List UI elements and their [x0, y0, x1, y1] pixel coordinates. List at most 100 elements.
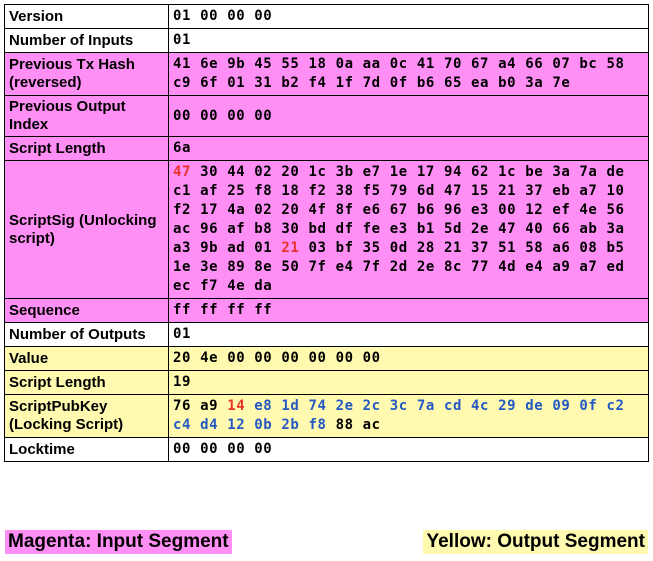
field-name: Value	[4, 346, 169, 371]
field-hex-value: 41 6e 9b 45 55 18 0a aa 0c 41 70 67 a4 6…	[168, 52, 649, 96]
hex-byte: f7	[200, 278, 219, 294]
field-row: Sequence ff ff ff ff	[4, 298, 649, 323]
hex-byte: 67	[471, 56, 490, 72]
hex-byte-pubkey-hash: 4c	[471, 398, 490, 414]
hex-byte-length-marker: 47	[173, 164, 192, 180]
hex-byte: ff	[254, 302, 273, 318]
field-hex-value: 01	[168, 28, 649, 53]
hex-byte: c9	[173, 75, 192, 91]
hex-byte: 0d	[389, 240, 408, 256]
field-name: Sequence	[4, 298, 169, 323]
hex-byte: 7e	[552, 75, 571, 91]
hex-byte: bf	[335, 240, 354, 256]
hex-byte: 8f	[335, 202, 354, 218]
hex-byte: 6a	[173, 140, 192, 156]
hex-byte: ef	[552, 202, 571, 218]
field-hex-value: 6a	[168, 136, 649, 161]
hex-byte: 4e	[579, 202, 598, 218]
hex-byte: 3b	[335, 164, 354, 180]
hex-byte: 01	[227, 75, 246, 91]
hex-byte: f2	[308, 183, 327, 199]
hex-byte: 66	[552, 221, 571, 237]
hex-byte: 4d	[498, 259, 517, 275]
hex-byte: ea	[471, 75, 490, 91]
hex-byte: af	[227, 221, 246, 237]
hex-byte: 6e	[200, 56, 219, 72]
hex-byte: a9	[552, 259, 571, 275]
hex-byte-pubkey-hash: de	[525, 398, 544, 414]
hex-byte: fe	[362, 221, 381, 237]
hex-byte: 1f	[335, 75, 354, 91]
hex-byte: 10	[606, 183, 625, 199]
hex-byte: e6	[362, 202, 381, 218]
hex-byte: b6	[416, 75, 435, 91]
hex-byte: 00	[227, 8, 246, 24]
field-row: Script Length 6a	[4, 136, 649, 161]
hex-byte: 7a	[579, 164, 598, 180]
hex-byte: aa	[362, 56, 381, 72]
hex-byte: 70	[443, 56, 462, 72]
hex-byte: bd	[308, 221, 327, 237]
hex-byte: b5	[606, 240, 625, 256]
field-row: Locktime 00 00 00 00	[4, 437, 649, 462]
hex-byte: 18	[308, 56, 327, 72]
hex-byte: 9b	[227, 56, 246, 72]
field-hex-value: 47 30 44 02 20 1c 3b e7 1e 17 94 62 1c b…	[168, 160, 649, 299]
hex-byte: 00	[254, 441, 273, 457]
hex-byte: 7f	[308, 259, 327, 275]
hex-byte: 4e	[200, 350, 219, 366]
hex-byte: 37	[525, 183, 544, 199]
hex-byte: a7	[579, 183, 598, 199]
hex-byte: 07	[552, 56, 571, 72]
hex-byte: 5d	[443, 221, 462, 237]
hex-byte: 0a	[335, 56, 354, 72]
field-row: Previous Output Index 00 00 00 00	[4, 95, 649, 137]
hex-byte: f2	[173, 202, 192, 218]
hex-byte: 2e	[416, 259, 435, 275]
hex-byte: 4a	[227, 202, 246, 218]
field-row: Version 01 00 00 00	[4, 4, 649, 29]
field-hex-value: 00 00 00 00	[168, 95, 649, 137]
hex-byte: 58	[525, 240, 544, 256]
hex-byte: 2d	[389, 259, 408, 275]
hex-byte-pubkey-hash: c4	[173, 417, 192, 433]
hex-byte: 65	[443, 75, 462, 91]
hex-byte-pubkey-hash: d4	[200, 417, 219, 433]
hex-byte: ed	[606, 259, 625, 275]
field-hex-value: ff ff ff ff	[168, 298, 649, 323]
hex-byte: 17	[200, 202, 219, 218]
hex-byte: c1	[173, 183, 192, 199]
hex-byte: 00	[200, 8, 219, 24]
hex-byte: 00	[173, 441, 192, 457]
hex-byte: be	[525, 164, 544, 180]
hex-byte-pubkey-hash: c2	[606, 398, 625, 414]
hex-byte: 00	[254, 8, 273, 24]
field-hex-value: 76 a9 14 e8 1d 74 2e 2c 3c 7a cd 4c 29 d…	[168, 394, 649, 438]
hex-byte: a7	[579, 259, 598, 275]
hex-byte: 3a	[525, 75, 544, 91]
hex-byte: 21	[443, 240, 462, 256]
hex-byte: 00	[281, 350, 300, 366]
field-name: ScriptPubKey (Locking Script)	[4, 394, 169, 438]
field-name: Previous Output Index	[4, 95, 169, 137]
hex-byte: 37	[471, 240, 490, 256]
hex-byte: 9b	[200, 240, 219, 256]
hex-byte: 00	[335, 350, 354, 366]
hex-byte: 41	[416, 56, 435, 72]
hex-byte: 00	[498, 202, 517, 218]
hex-byte: 89	[227, 259, 246, 275]
hex-byte: 3a	[606, 221, 625, 237]
hex-byte: 47	[498, 221, 517, 237]
hex-byte: ec	[173, 278, 192, 294]
hex-byte: 00	[227, 441, 246, 457]
hex-byte: 00	[173, 107, 192, 124]
hex-byte: b0	[498, 75, 517, 91]
hex-byte-pubkey-hash: 7a	[416, 398, 435, 414]
hex-byte-pubkey-hash: 2e	[335, 398, 354, 414]
legend-output-segment: Yellow: Output Segment	[423, 530, 648, 554]
field-hex-value: 01 00 00 00	[168, 4, 649, 29]
field-row: Script Length 19	[4, 370, 649, 395]
hex-byte: b1	[416, 221, 435, 237]
hex-byte: ff	[173, 302, 192, 318]
hex-byte: 01	[254, 240, 273, 256]
